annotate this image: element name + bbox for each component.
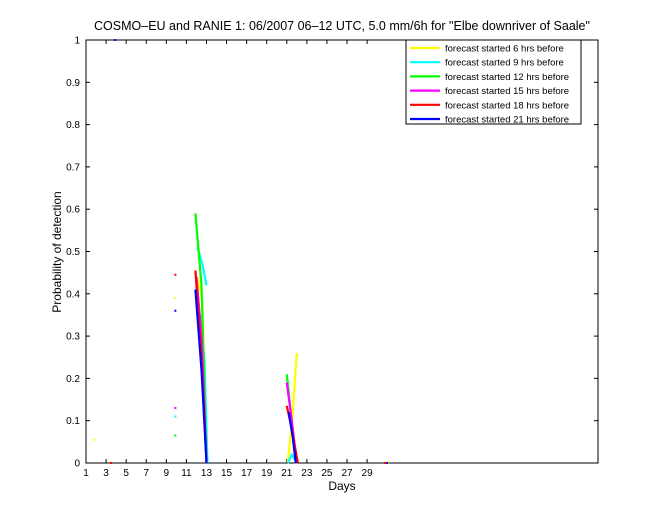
- series-5-point-1: [114, 39, 117, 41]
- series-0-point-0: [93, 438, 96, 441]
- series-5-point-2: [386, 462, 389, 464]
- x-axis-label: Days: [328, 479, 355, 493]
- y-axis-label: Probability of detection: [50, 191, 64, 312]
- x-axis: 1 3 5 7 9 11 13 15 17 19 21 23 25 27 29: [83, 40, 373, 479]
- series-layer: [93, 39, 390, 464]
- x-tick-label: 3: [103, 468, 109, 479]
- series-2-point-0: [174, 434, 177, 437]
- legend-entry-3: forecast started 15 hrs before: [445, 86, 569, 97]
- legend-entry-5: forecast started 21 hrs before: [445, 115, 569, 126]
- y-tick-label: 0.4: [66, 289, 80, 300]
- series-0-point-2: [387, 461, 390, 464]
- y-tick-label: 0.6: [66, 205, 80, 216]
- series-5-point-0: [174, 309, 177, 312]
- y-tick-label: 0: [74, 459, 80, 470]
- x-tick-label: 15: [221, 468, 233, 479]
- series-5-line-0: [194, 289, 208, 464]
- y-tick-label: 0.1: [66, 416, 80, 427]
- series-4-point-2: [384, 462, 387, 464]
- x-tick-label: 25: [321, 468, 333, 479]
- y-tick-label: 1: [74, 36, 80, 47]
- series-5: [114, 39, 389, 464]
- y-tick-label: 0.3: [66, 332, 80, 343]
- series-0-point-1: [174, 297, 177, 300]
- x-tick-label: 21: [281, 468, 293, 479]
- x-tick-label: 1: [83, 468, 89, 479]
- x-tick-label: 7: [143, 468, 149, 479]
- series-5-line-1: [287, 412, 297, 464]
- series-4-point-1: [110, 462, 113, 464]
- x-tick-label: 29: [362, 468, 374, 479]
- x-tick-label: 19: [261, 468, 273, 479]
- y-axis: 0 0.1 0.2 0.3 0.4 0.5 0.6 0.7 0.8 0.9 1: [66, 36, 598, 470]
- x-tick-label: 11: [181, 468, 192, 479]
- legend-entry-0: forecast started 6 hrs before: [445, 44, 564, 55]
- y-tick-label: 0.7: [66, 162, 80, 173]
- series-0-line-1: [286, 352, 298, 464]
- x-tick-label: 13: [201, 468, 213, 479]
- legend-entry-4: forecast started 18 hrs before: [445, 100, 569, 111]
- legend: forecast started 6 hrs before forecast st…: [405, 39, 582, 126]
- x-tick-label: 9: [164, 468, 170, 479]
- legend-entry-1: forecast started 9 hrs before: [445, 58, 564, 69]
- y-tick-label: 0.2: [66, 374, 80, 385]
- legend-entry-2: forecast started 12 hrs before: [445, 72, 569, 83]
- series-4-point-0: [174, 273, 177, 276]
- x-tick-label: 27: [341, 468, 353, 479]
- y-tick-label: 0.5: [66, 247, 80, 258]
- x-tick-label: 5: [123, 468, 129, 479]
- x-tick-label: 17: [241, 468, 253, 479]
- y-tick-label: 0.8: [66, 120, 80, 131]
- series-1-point-0: [174, 415, 177, 418]
- y-tick-label: 0.9: [66, 78, 80, 89]
- chart-title: COSMO–EU and RANIE 1: 06/2007 06–12 UTC,…: [94, 19, 590, 33]
- legend-box: [405, 39, 582, 125]
- x-tick-label: 23: [301, 468, 313, 479]
- series-3-point-0: [174, 407, 177, 410]
